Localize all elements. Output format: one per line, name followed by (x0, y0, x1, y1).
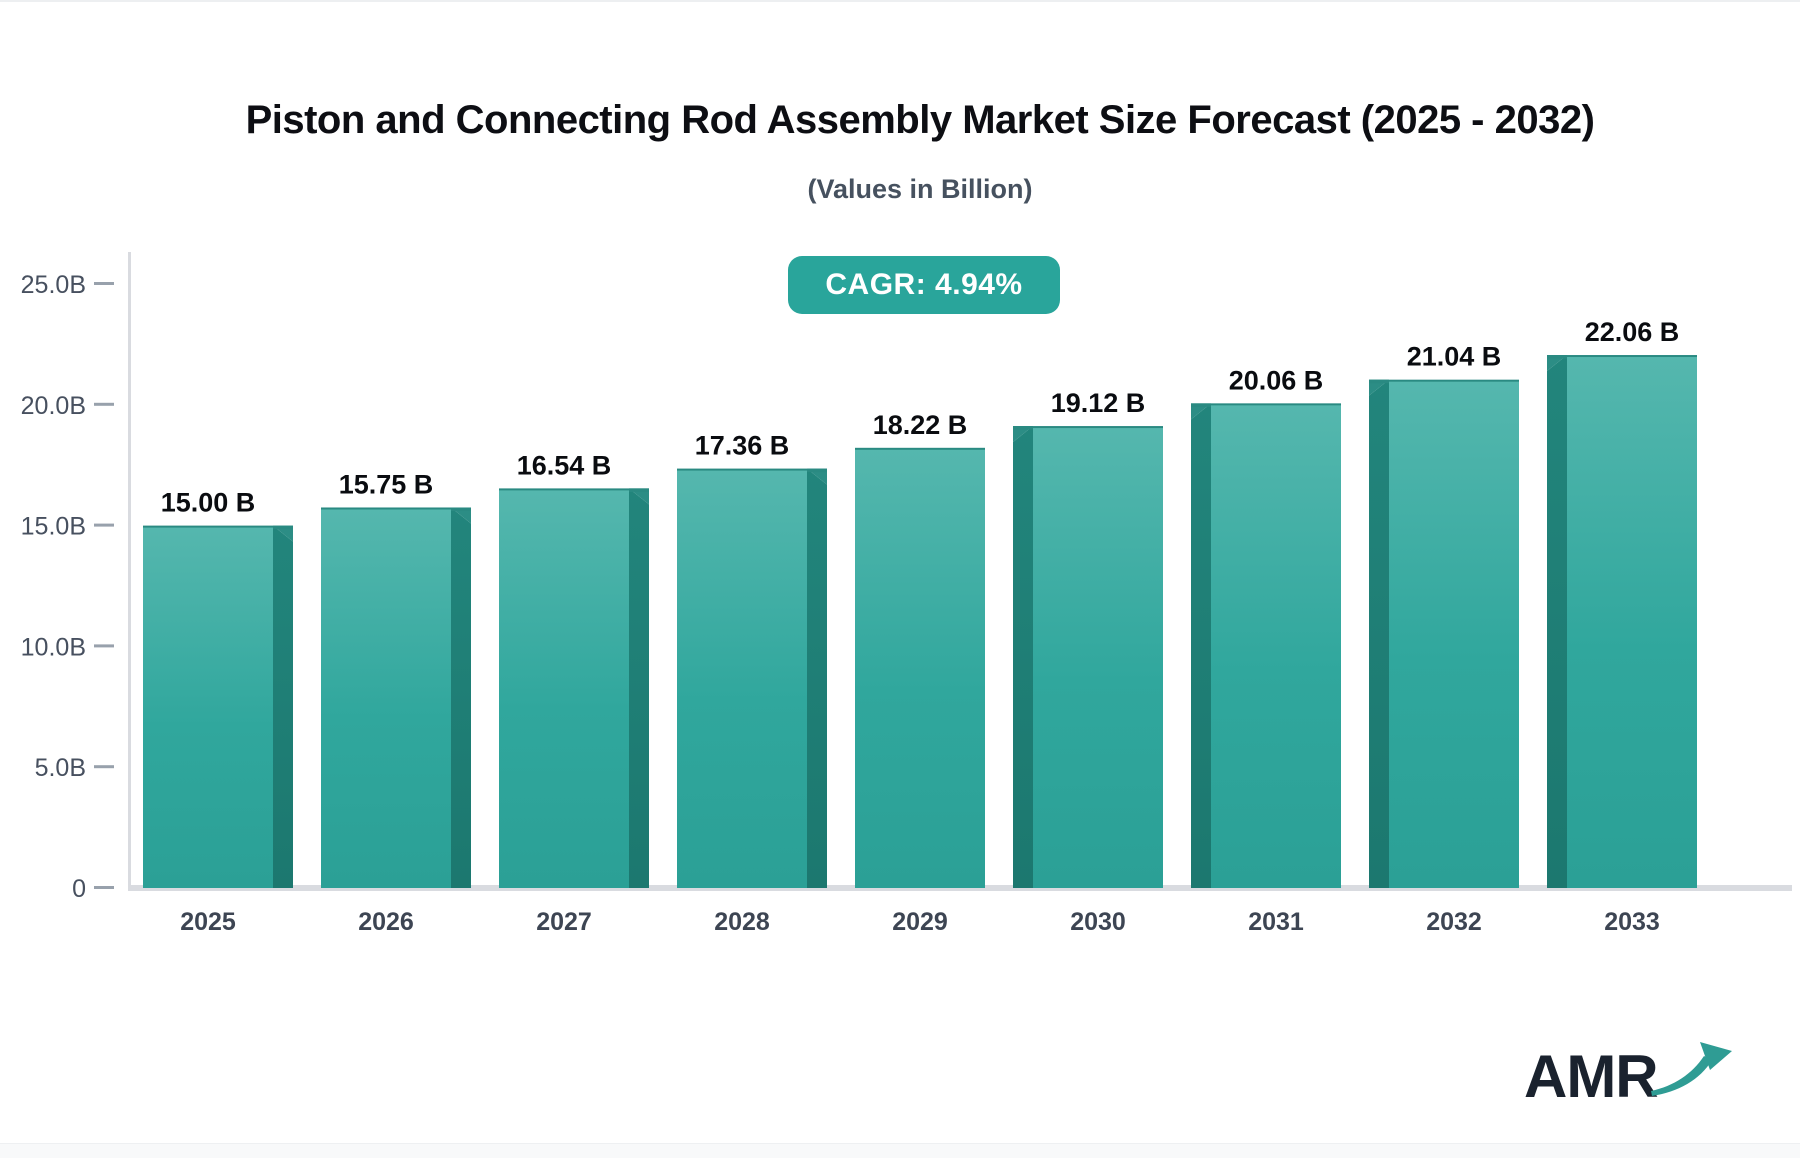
chart-subtitle: (Values in Billion) (807, 174, 1033, 204)
y-tick-mark (94, 523, 114, 527)
bar-top-edge (1191, 403, 1341, 407)
bar-side-face (1369, 379, 1389, 888)
bars-layer (143, 355, 1697, 888)
bar-2027[interactable] (499, 488, 649, 888)
x-axis-label-2027: 2027 (536, 908, 592, 936)
bar-value-label-2027: 16.54 B (517, 450, 612, 480)
bar-face (1389, 381, 1519, 888)
bar-2031[interactable] (1191, 403, 1341, 888)
bar-side-face (1547, 355, 1567, 888)
bar-face (499, 490, 629, 888)
bar-top-bevel (1191, 403, 1211, 420)
y-tick-mark (94, 886, 114, 889)
cagr-badge-label: CAGR: 4.94% (825, 268, 1023, 301)
x-axis-label-2029: 2029 (892, 908, 948, 936)
bar-top-bevel (807, 468, 827, 485)
brand-logo-text: AMR (1524, 1043, 1659, 1110)
bar-2032[interactable] (1369, 379, 1519, 888)
bar-value-label-2032: 21.04 B (1407, 342, 1502, 372)
x-axis-label-2026: 2026 (358, 908, 414, 936)
y-tick-label-20.0B: 20.0B (21, 392, 86, 420)
bar-top-bevel (1013, 426, 1033, 443)
y-tick-label-5.0B: 5.0B (35, 754, 86, 782)
y-tick-label-0: 0 (72, 875, 86, 903)
y-tick-mark (94, 282, 114, 285)
bar-top-bevel (273, 525, 293, 542)
bar-face (855, 449, 985, 888)
brand-logo: AMR (1524, 1032, 1754, 1122)
bar-top-edge (677, 468, 827, 473)
bar-side-face (1013, 426, 1033, 888)
bar-side-face (807, 468, 827, 888)
bar-face (143, 527, 273, 888)
y-tick-mark (94, 765, 114, 769)
bar-top-edge (143, 525, 293, 530)
bar-top-edge (321, 507, 471, 511)
bar-top-bevel (451, 507, 471, 524)
bar-value-label-2025: 15.00 B (161, 488, 256, 518)
bar-face (1211, 405, 1341, 888)
bar-2028[interactable] (677, 468, 827, 888)
bar-value-label-2029: 18.22 B (873, 410, 968, 440)
x-axis-label-2030: 2030 (1070, 908, 1126, 936)
y-axis-line (128, 252, 131, 891)
bar-value-label-2033: 22.06 B (1585, 317, 1680, 347)
x-axis-label-2033: 2033 (1604, 908, 1660, 936)
bar-value-label-2030: 19.12 B (1051, 388, 1146, 418)
y-tick-label-15.0B: 15.0B (21, 513, 86, 541)
bar-top-edge (1013, 426, 1163, 430)
bar-2030[interactable] (1013, 426, 1163, 888)
bar-2029[interactable] (855, 447, 985, 888)
cagr-badge: CAGR: 4.94% (788, 256, 1060, 314)
bar-2033[interactable] (1547, 355, 1697, 888)
bar-value-label-2028: 17.36 B (695, 431, 790, 461)
bottom-strip (0, 1143, 1800, 1158)
bar-top-edge (1547, 355, 1697, 359)
bar-top-bevel (629, 488, 649, 505)
bar-face (1033, 428, 1163, 888)
bar-side-face (1191, 403, 1211, 888)
bar-value-label-2031: 20.06 B (1229, 365, 1324, 395)
bar-side-face (273, 525, 293, 888)
bar-side-face (451, 507, 471, 888)
bar-side-face (629, 488, 649, 888)
x-axis-label-2028: 2028 (714, 908, 770, 936)
bar-value-label-2026: 15.75 B (339, 469, 434, 499)
y-tick-mark (94, 402, 114, 406)
labels-layer: 15.00 B 2025 15.75 B 2026 16.54 B 2027 17.36 B… (161, 317, 1680, 936)
bar-top-edge (855, 447, 985, 452)
bar-top-bevel (1547, 355, 1567, 372)
bar-2026[interactable] (321, 507, 471, 888)
bar-2025[interactable] (143, 525, 293, 888)
chart-title: Piston and Connecting Rod Assembly Marke… (245, 98, 1595, 142)
bar-face (321, 509, 451, 888)
bar-top-edge (1369, 379, 1519, 384)
bar-top-bevel (1369, 379, 1389, 396)
x-axis-label-2032: 2032 (1426, 908, 1482, 936)
x-axis-label-2031: 2031 (1248, 908, 1304, 936)
y-tick-mark (94, 644, 114, 648)
growth-arrow-icon (1650, 1042, 1732, 1096)
y-tick-label-10.0B: 10.0B (21, 633, 86, 661)
y-tick-label-25.0B: 25.0B (21, 271, 86, 299)
bar-top-edge (499, 488, 649, 492)
bar-face (677, 470, 807, 888)
x-axis-label-2025: 2025 (180, 908, 236, 936)
bar-face (1567, 357, 1697, 888)
